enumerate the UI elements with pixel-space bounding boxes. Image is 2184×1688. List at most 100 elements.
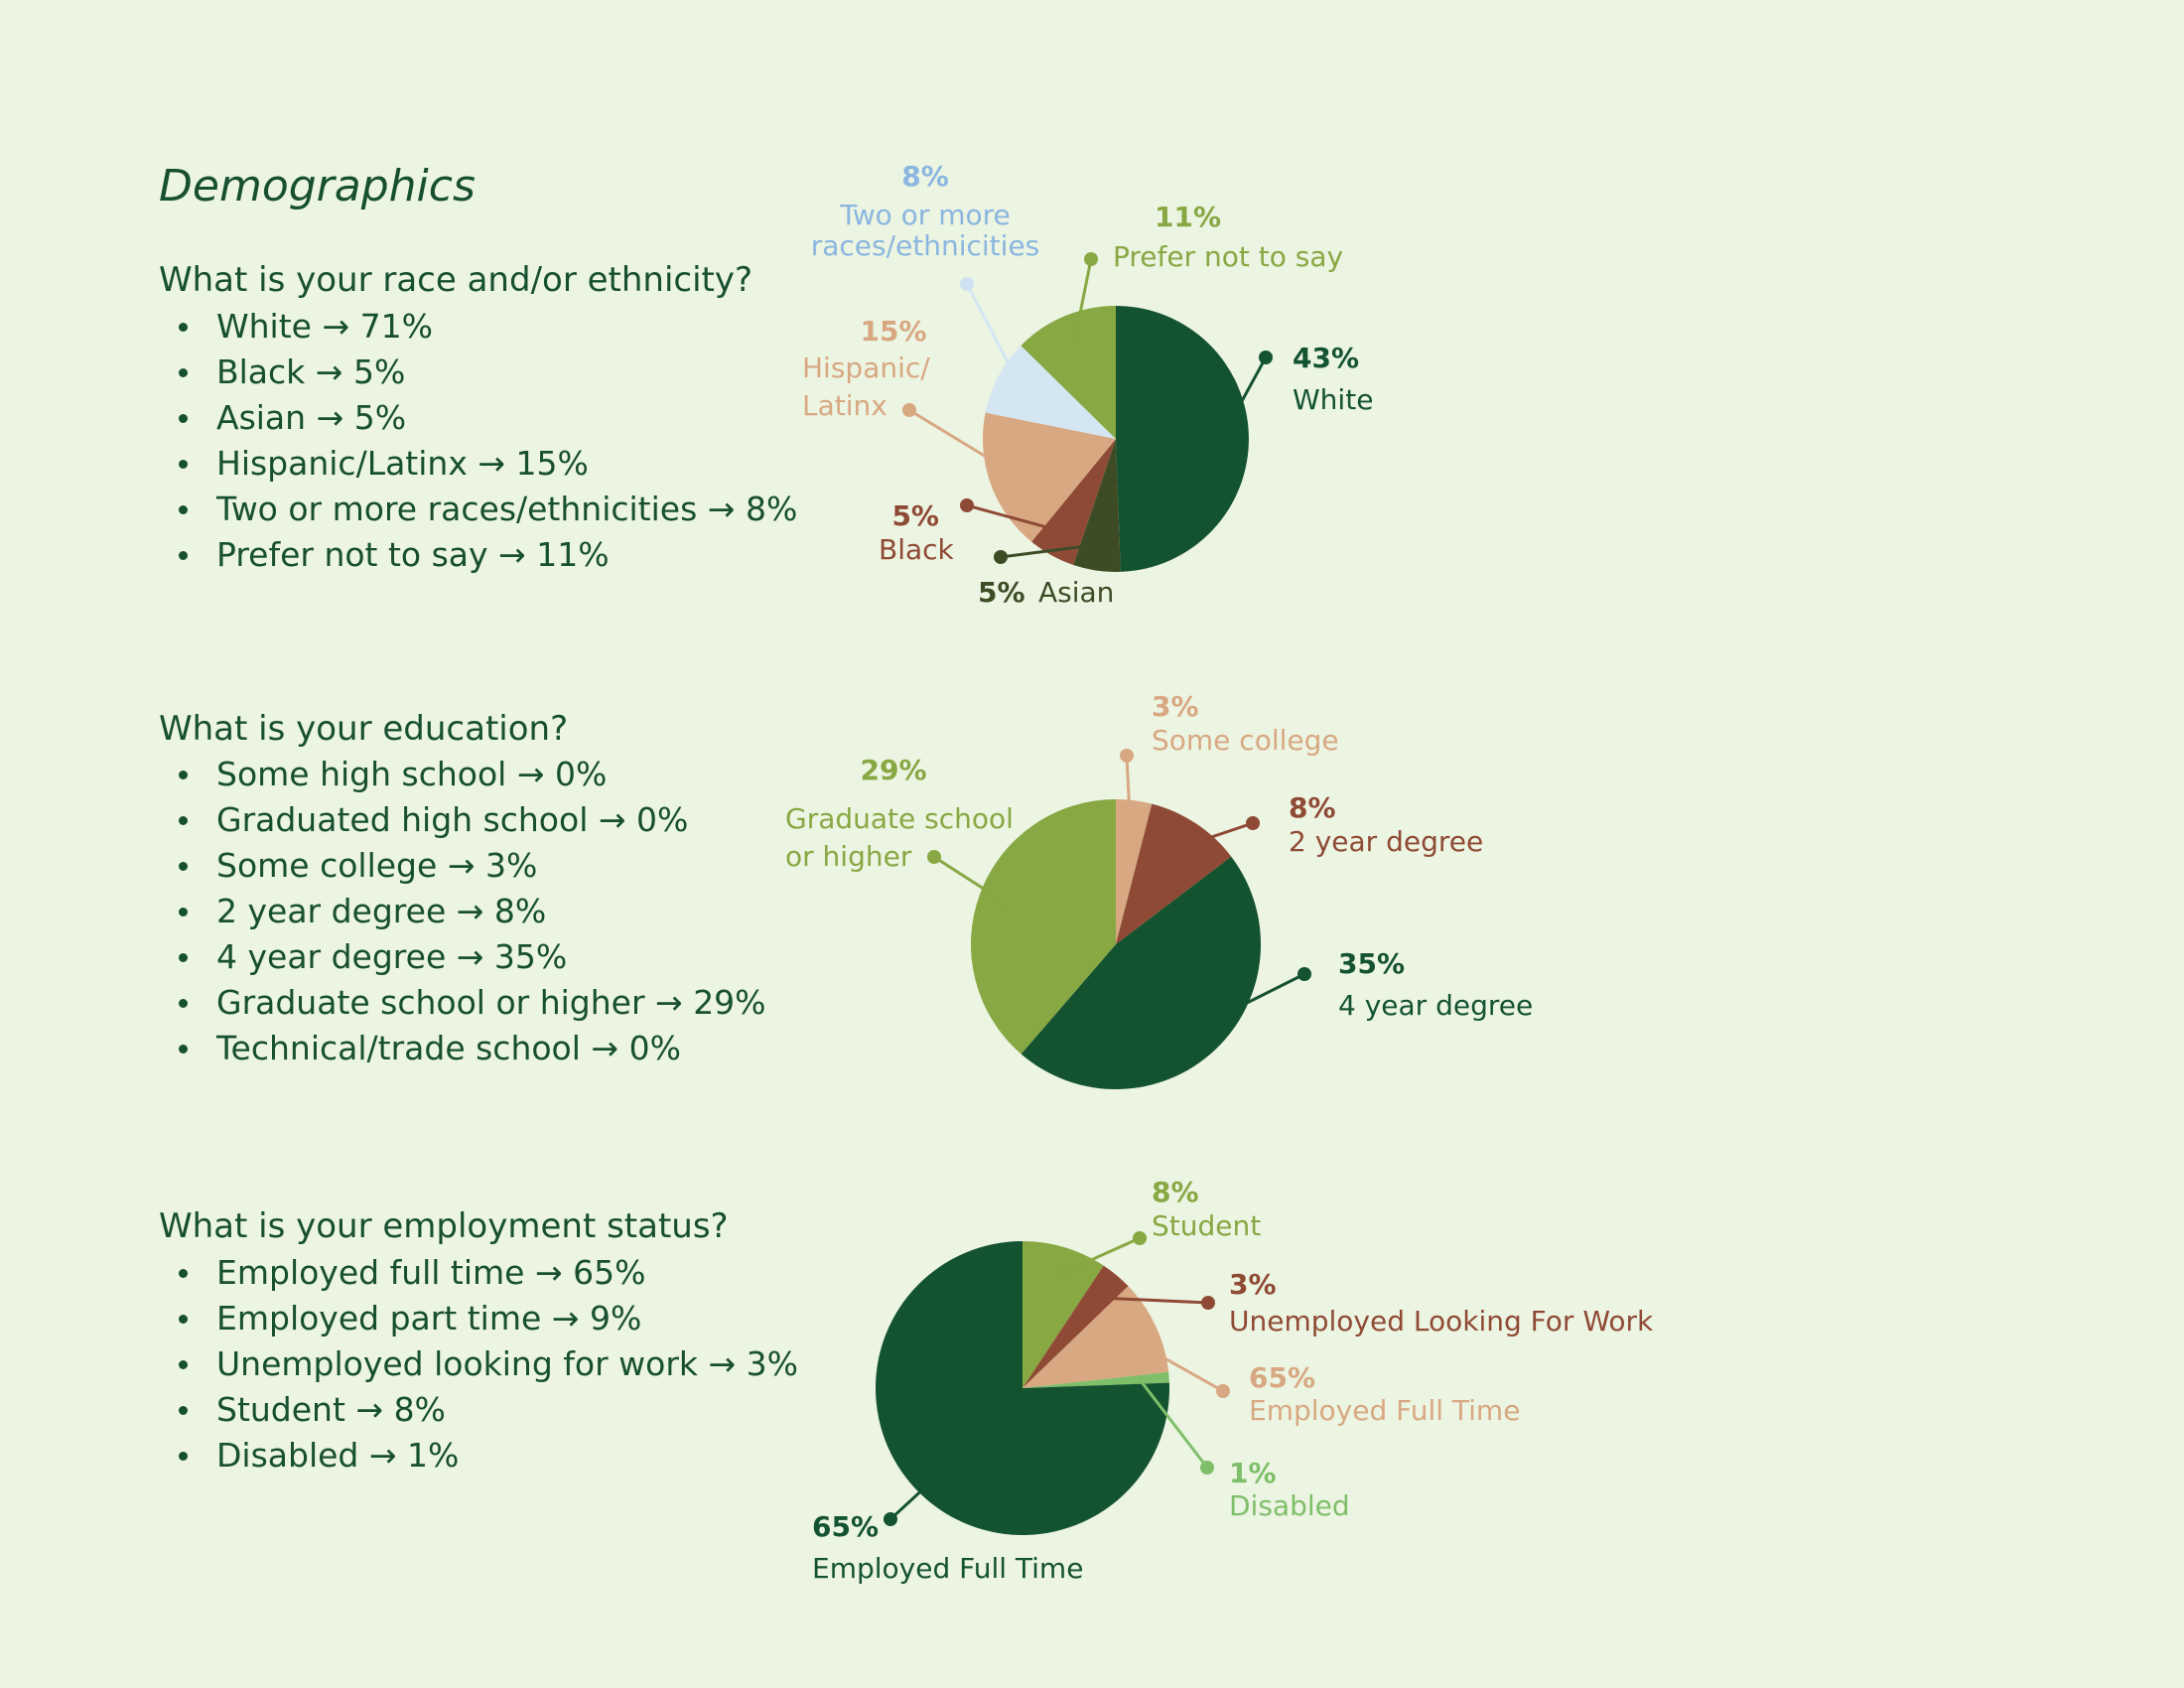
arrow-icon: → bbox=[591, 1029, 619, 1067]
slice-percent-label: 3% bbox=[1152, 690, 1199, 723]
leader-dot bbox=[1200, 1461, 1214, 1475]
slice-name-label: 2 year degree bbox=[1289, 825, 1483, 858]
slice-name-label: White bbox=[1293, 383, 1373, 416]
answer-value: 0% bbox=[628, 1029, 681, 1067]
answer-label: Disabled bbox=[216, 1436, 359, 1475]
leader-line bbox=[1128, 1336, 1224, 1393]
slice-percent-label: 29% bbox=[860, 754, 926, 786]
answer-item: 2 year degree → 8% bbox=[179, 889, 766, 934]
leader-line bbox=[966, 503, 1065, 534]
answer-item: Student → 8% bbox=[179, 1387, 798, 1433]
pie-slice bbox=[1116, 306, 1249, 572]
answer-label: Some high school bbox=[216, 755, 507, 793]
answer-label: Black bbox=[216, 352, 306, 391]
arrow-icon: → bbox=[447, 846, 476, 885]
employment-question: What is your employment status? bbox=[159, 1206, 729, 1246]
slice-name-label: Some college bbox=[1152, 724, 1339, 757]
slice-percent-label: 3% bbox=[1229, 1268, 1277, 1301]
pie-slice bbox=[1021, 856, 1261, 1089]
answer-value: 9% bbox=[589, 1299, 642, 1337]
pie-slice bbox=[982, 412, 1116, 542]
answer-value: 11% bbox=[536, 535, 610, 574]
employment-pie-chart: 8%Student 3% Unemployed Looking For Work 65… bbox=[812, 1176, 1654, 1585]
answer-label: Two or more races/ethnicities bbox=[216, 490, 698, 528]
leader-dot bbox=[994, 550, 1008, 564]
answer-value: 0% bbox=[554, 755, 608, 793]
pie-slice bbox=[1023, 1241, 1104, 1388]
leader-dot bbox=[1216, 1384, 1230, 1398]
slice-percent-label: 35% bbox=[1338, 947, 1405, 980]
arrow-icon: → bbox=[355, 1390, 384, 1429]
slice-name-label: races/ethnicities bbox=[811, 229, 1040, 262]
leader-dot bbox=[902, 403, 916, 417]
leader-line bbox=[1138, 1378, 1209, 1469]
answer-value: 5% bbox=[352, 352, 406, 391]
answer-label: Technical/trade school bbox=[216, 1029, 581, 1067]
pie-slice bbox=[1021, 306, 1116, 439]
arrow-icon: → bbox=[456, 892, 484, 930]
leader-dot bbox=[1133, 1231, 1147, 1245]
page-title: Demographics bbox=[159, 161, 476, 211]
leader-dot bbox=[960, 277, 974, 291]
slice-name-label: Two or more bbox=[839, 199, 1010, 231]
pie-slice bbox=[971, 799, 1116, 1055]
slice-percent-label: 65% bbox=[1249, 1361, 1315, 1394]
arrow-icon: → bbox=[498, 535, 526, 574]
slice-name-label: Prefer not to say bbox=[1113, 240, 1343, 273]
answer-item: Disabled → 1% bbox=[179, 1433, 798, 1478]
leader-line bbox=[1073, 258, 1093, 342]
leader-line bbox=[933, 855, 1009, 906]
slice-name-label: Employed Full Time bbox=[812, 1552, 1083, 1585]
slice-percent-label: 5% bbox=[978, 576, 1025, 609]
pie-slice bbox=[1073, 439, 1121, 572]
slice-percent-label: 43% bbox=[1293, 342, 1359, 374]
slice-percent-label: 5% bbox=[891, 499, 939, 532]
leader-dot bbox=[927, 850, 941, 864]
slice-percent-label: 8% bbox=[901, 160, 949, 193]
leader-dot bbox=[1201, 1296, 1215, 1310]
answer-value: 0% bbox=[636, 800, 689, 839]
leader-line bbox=[1179, 821, 1254, 850]
answer-item: Asian → 5% bbox=[179, 395, 797, 441]
answer-item: Some college → 3% bbox=[179, 843, 766, 889]
arrow-icon: → bbox=[535, 1253, 563, 1292]
slice-name-label: Hispanic/ bbox=[802, 352, 930, 384]
answer-label: Employed part time bbox=[216, 1299, 542, 1337]
race-answer-list: White → 71% Black → 5% Asian → 5% Hispanic/… bbox=[179, 304, 797, 578]
leader-dot bbox=[1084, 252, 1098, 266]
race-question: What is your race and/or ethnicity? bbox=[159, 260, 753, 300]
answer-value: 35% bbox=[493, 937, 568, 976]
arrow-icon: → bbox=[708, 1344, 737, 1383]
leader-dot bbox=[1297, 967, 1311, 981]
pie-slice bbox=[1031, 439, 1116, 565]
slice-percent-label: 15% bbox=[860, 315, 926, 348]
arrow-icon: → bbox=[655, 983, 683, 1022]
arrow-icon: → bbox=[456, 937, 484, 976]
slice-name-label: Latinx bbox=[802, 389, 887, 422]
answer-label: Some college bbox=[216, 846, 438, 885]
slice-percent-label: 8% bbox=[1289, 791, 1336, 824]
employment-answer-list: Employed full time → 65% Employed part ti… bbox=[179, 1250, 798, 1478]
pie-slice bbox=[1023, 1265, 1129, 1388]
leader-dot bbox=[1120, 749, 1134, 763]
answer-item: Employed part time → 9% bbox=[179, 1296, 798, 1341]
arrow-icon: → bbox=[551, 1299, 580, 1337]
answer-label: Asian bbox=[216, 398, 307, 437]
arrow-icon: → bbox=[478, 444, 506, 483]
answer-value: 8% bbox=[745, 490, 798, 528]
answer-item: Graduated high school → 0% bbox=[179, 797, 766, 843]
leader-line bbox=[1194, 972, 1305, 1031]
arrow-icon: → bbox=[707, 490, 736, 528]
answer-item: Employed full time → 65% bbox=[179, 1250, 798, 1296]
leader-dot bbox=[884, 1512, 897, 1526]
answer-item: Prefer not to say → 11% bbox=[179, 532, 797, 578]
answer-item: Hispanic/Latinx → 15% bbox=[179, 441, 797, 487]
slice-percent-label: 8% bbox=[1152, 1176, 1199, 1208]
answer-item: 4 year degree → 35% bbox=[179, 934, 766, 980]
arrow-icon: → bbox=[598, 800, 626, 839]
slice-name-label: or higher bbox=[785, 840, 912, 873]
pie-slice bbox=[875, 1241, 1169, 1535]
leader-line bbox=[1097, 1296, 1209, 1305]
slice-name-label: Graduate school bbox=[785, 802, 1014, 835]
